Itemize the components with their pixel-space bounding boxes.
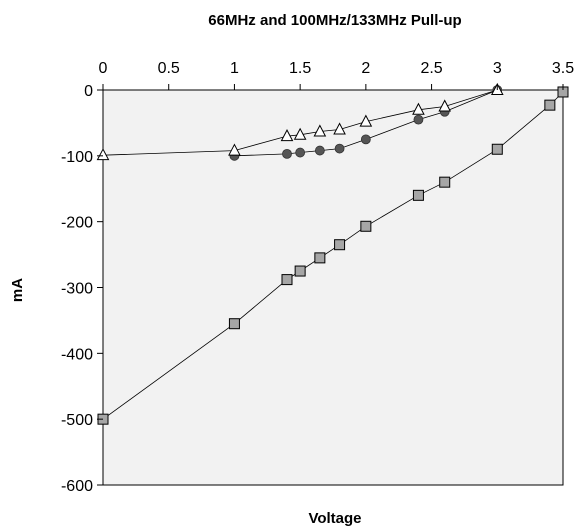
circle-marker — [360, 134, 371, 145]
x-tick-label: 0.5 — [158, 60, 180, 77]
y-tick-label: -200 — [61, 215, 93, 232]
y-tick-label: 0 — [84, 83, 93, 100]
triangle-marker — [280, 129, 294, 142]
triangle-marker — [333, 122, 346, 135]
square-marker — [334, 239, 346, 251]
triangle-marker — [96, 148, 110, 161]
axis-layer: 0 0.5 1 1.5 2 2.5 3 3.5 0 -100 -200 -300 -400 -500 -60… — [61, 60, 574, 495]
series-line-1 — [102, 91, 564, 420]
triangle-marker — [228, 143, 241, 156]
triangle-marker — [359, 114, 373, 127]
y-tick-label: -400 — [61, 346, 93, 363]
triangle-marker — [293, 127, 307, 140]
x-tick-label: 2.5 — [420, 60, 442, 77]
x-tick-label: 0 — [99, 60, 108, 77]
x-tick-label: 3.5 — [552, 60, 574, 77]
square-marker — [439, 176, 451, 188]
y-axis-label: mA — [9, 278, 26, 302]
circle-marker — [334, 143, 345, 154]
square-marker — [544, 99, 556, 111]
circle-marker — [282, 148, 292, 159]
chart-title: 66MHz and 100MHz/133MHz Pull-up — [208, 12, 461, 29]
x-axis-label: Voltage — [308, 510, 361, 527]
circle-marker — [413, 114, 424, 125]
x-tick-label: 2 — [361, 60, 370, 77]
x-tick-label: 1 — [230, 60, 239, 77]
x-tick-label: 1.5 — [289, 60, 311, 77]
circle-marker — [295, 147, 306, 158]
square-marker — [294, 265, 306, 277]
y-tick-label: -600 — [61, 478, 93, 495]
square-marker — [491, 143, 503, 155]
square-marker — [360, 220, 372, 232]
square-marker — [281, 274, 293, 286]
y-tick-label: -500 — [61, 412, 93, 429]
y-tick-label: -100 — [61, 149, 93, 166]
triangle-marker — [313, 124, 327, 137]
triangle-marker — [438, 99, 452, 112]
square-marker — [412, 189, 424, 201]
y-tick-label: -300 — [61, 281, 93, 298]
triangle-marker — [412, 102, 425, 115]
x-tick-label: 3 — [493, 60, 502, 77]
square-marker — [228, 318, 240, 330]
series-line-3 — [102, 89, 498, 156]
square-marker — [314, 252, 326, 264]
circle-marker — [314, 145, 325, 156]
